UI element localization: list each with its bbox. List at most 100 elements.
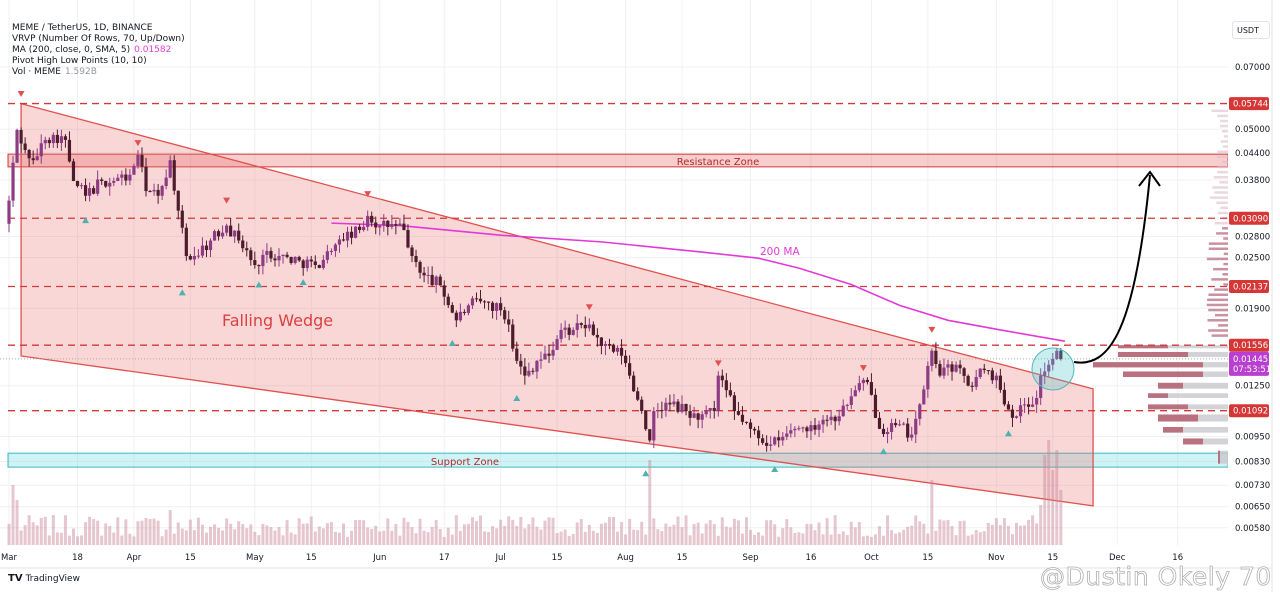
- wedge-shape: [20, 102, 1094, 507]
- candle-down: [744, 421, 749, 423]
- candle-down: [732, 395, 736, 412]
- volume-bar: [1059, 490, 1063, 545]
- candle-down: [148, 191, 152, 193]
- vrvp-bar-up: [1183, 438, 1203, 445]
- vrvp-bar: [1216, 232, 1228, 235]
- volume-bar: [684, 515, 688, 545]
- candle-up: [841, 405, 845, 417]
- volume-bar: [753, 534, 757, 545]
- volume-bar: [894, 533, 898, 545]
- price-tick-label: 0.05000: [1235, 125, 1270, 135]
- candle-up: [716, 375, 720, 412]
- candle-down: [761, 438, 765, 443]
- candle-up: [551, 349, 555, 356]
- candle-down: [358, 226, 362, 231]
- falling-wedge[interactable]: [20, 102, 1094, 507]
- volume-bar: [483, 531, 487, 545]
- candle-up: [704, 410, 708, 415]
- legend-pivot[interactable]: Pivot High Low Points (10, 10): [12, 56, 147, 66]
- candle-down: [241, 240, 245, 249]
- volume-bar: [225, 518, 229, 545]
- volume-bar: [632, 529, 636, 545]
- candle-down: [370, 215, 374, 223]
- volume-bar: [442, 536, 446, 545]
- legend-vrvp[interactable]: VRVP (Number Of Rows, 70, Up/Down): [12, 34, 185, 44]
- volume-bar: [446, 527, 450, 545]
- volume-bar: [7, 523, 11, 545]
- candle-down: [422, 272, 426, 276]
- price-levels[interactable]: [0, 102, 1228, 412]
- candle-up: [168, 160, 172, 178]
- volume-bar: [293, 534, 297, 545]
- candle-down: [229, 225, 233, 237]
- currency-button[interactable]: USDT: [1232, 21, 1270, 39]
- candle-down: [71, 161, 76, 181]
- projection-arrow[interactable]: [1073, 174, 1151, 364]
- volume-bar: [51, 515, 55, 545]
- volume-bar: [434, 519, 438, 545]
- candle-up: [885, 431, 890, 435]
- candle-down: [1026, 404, 1031, 407]
- volume-bar: [495, 528, 499, 545]
- pivot-low-icon: [255, 281, 263, 288]
- legend-ma-label[interactable]: MA (200, close, 0, SMA, 5): [12, 45, 131, 55]
- volume-bar: [890, 530, 894, 545]
- candle-down: [712, 408, 716, 412]
- legend-vol-label[interactable]: Vol · MEME: [12, 67, 61, 77]
- candle-up: [281, 254, 285, 257]
- candle-up: [112, 180, 116, 183]
- volume-bar: [821, 534, 825, 545]
- candle-down: [958, 364, 962, 369]
- volume-bar: [906, 526, 910, 545]
- volume-bar: [265, 525, 269, 545]
- vrvp-bar: [1222, 273, 1228, 276]
- candle-down: [523, 366, 527, 376]
- candle-up: [708, 408, 712, 411]
- volume-bar: [297, 518, 301, 545]
- candle-up: [200, 245, 205, 256]
- brand-name[interactable]: TradingView: [25, 573, 80, 584]
- candle-down: [765, 442, 769, 446]
- vrvp-bar: [1219, 181, 1228, 184]
- time-tick-label: Aug: [617, 553, 634, 563]
- volume-bar: [833, 515, 837, 545]
- candle-up: [978, 368, 982, 377]
- volume-bar: [192, 530, 196, 545]
- candle-up: [79, 185, 84, 187]
- volume-bar: [583, 531, 587, 545]
- candle-down: [728, 390, 732, 396]
- vrvp-bar: [1209, 196, 1228, 199]
- candle-up: [857, 383, 861, 391]
- volume-bar: [374, 525, 378, 545]
- candle-up: [829, 416, 833, 421]
- candle-up: [769, 444, 773, 446]
- volume-bar: [902, 529, 906, 545]
- candle-down: [27, 149, 31, 159]
- candle-down: [414, 256, 418, 263]
- candle-up: [132, 165, 136, 175]
- volume-bar: [47, 535, 51, 545]
- volume-bar: [1002, 518, 1006, 545]
- volume-bar: [329, 522, 333, 545]
- volume-bar: [599, 523, 603, 545]
- vrvp-bar: [1223, 283, 1228, 286]
- volume-bar: [15, 500, 19, 545]
- volume-bar: [785, 519, 789, 545]
- breakout-circle[interactable]: [1031, 347, 1075, 391]
- volume-bar: [116, 517, 120, 545]
- candle-down: [869, 382, 874, 395]
- volume-bar: [587, 524, 591, 545]
- candle-down: [257, 265, 261, 267]
- candle-up: [164, 177, 168, 187]
- candle-down: [394, 223, 398, 226]
- time-tick-label: Sep: [743, 553, 759, 563]
- volume-bar: [96, 520, 100, 545]
- vrvp-bar: [1214, 191, 1228, 194]
- legend-symbol[interactable]: MEME / TetherUS, 1D, BINANCE: [12, 23, 153, 33]
- candle-down: [269, 250, 273, 259]
- price-axis[interactable]: [1228, 0, 1280, 545]
- time-tick-label: Nov: [988, 553, 1005, 563]
- volume-bar: [229, 523, 233, 545]
- time-axis-labels[interactable]: Mar 18 Apr 15 May 15 Jun 17 Jul 15 Aug 15 Sep 16 Oct 15…: [1, 553, 1183, 563]
